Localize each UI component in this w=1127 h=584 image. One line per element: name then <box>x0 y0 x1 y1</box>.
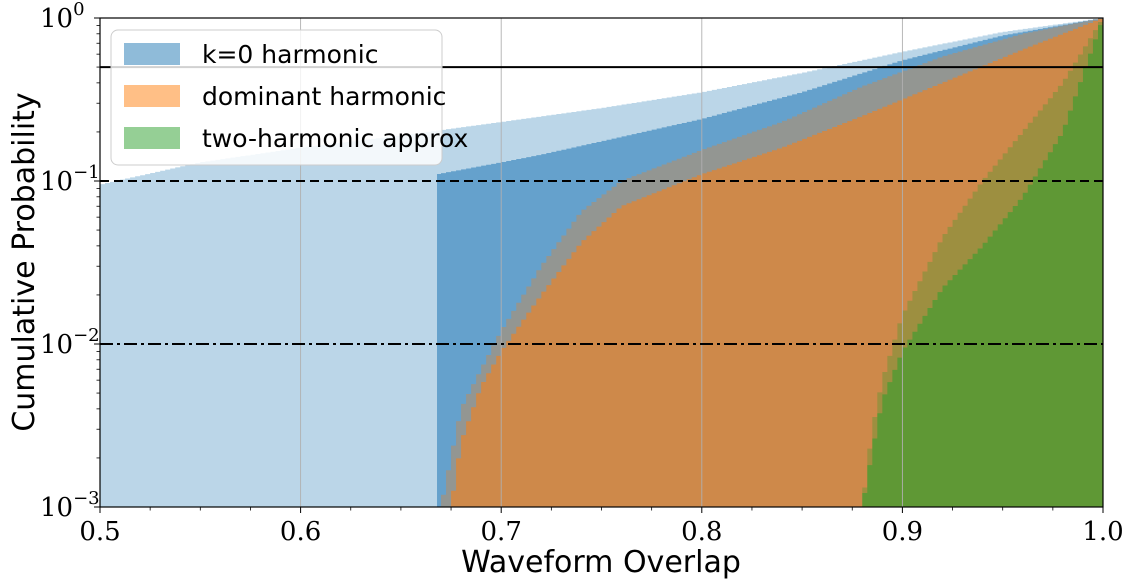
legend-swatch-2 <box>124 127 180 149</box>
y-tick-label: 10−2 <box>40 325 100 360</box>
x-tick-label: 1.0 <box>1082 517 1123 547</box>
legend: k=0 harmonic dominant harmonic two-harmoni… <box>110 29 468 166</box>
x-tick-label: 0.7 <box>481 517 522 547</box>
legend-swatch-0 <box>124 43 180 65</box>
series-layer <box>100 18 1103 507</box>
x-tick-label: 0.6 <box>280 517 321 547</box>
legend-swatch-1 <box>124 85 180 107</box>
legend-label-0: k=0 harmonic <box>202 40 378 69</box>
series-2-area <box>858 25 1103 507</box>
x-tick-label: 0.5 <box>79 517 120 547</box>
y-tick-label: 100 <box>40 0 85 34</box>
plot-area <box>100 18 1103 507</box>
x-tick-label: 0.8 <box>681 517 722 547</box>
x-tick-label: 0.9 <box>882 517 923 547</box>
legend-label-2: two-harmonic approx <box>202 124 468 153</box>
legend-frame <box>110 29 443 166</box>
y-tick-label: 10−1 <box>40 162 100 197</box>
x-axis-label: Waveform Overlap <box>461 545 741 580</box>
y-axis-label: Cumulative Probability <box>7 92 42 431</box>
legend-label-1: dominant harmonic <box>202 82 446 111</box>
